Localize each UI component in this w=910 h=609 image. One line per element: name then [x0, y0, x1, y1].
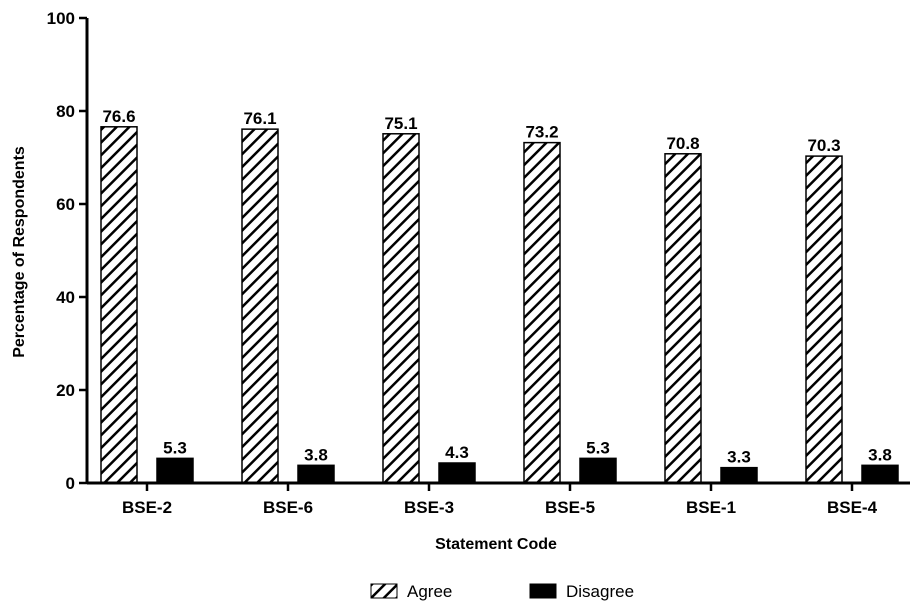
bar-disagree-bse-2 — [156, 457, 194, 484]
bar-disagree-bse-6 — [297, 464, 335, 484]
value-label-disagree-bse-2: 5.3 — [163, 438, 187, 457]
y-tick-label-100: 100 — [47, 9, 75, 28]
x-tick-label-bse-1: BSE-1 — [686, 498, 736, 517]
x-axis: BSE-2 BSE-6 BSE-3 BSE-5 BSE-1 BSE-4 — [87, 481, 910, 517]
x-tick-label-bse-4: BSE-4 — [827, 498, 878, 517]
value-label-disagree-bse-1: 3.3 — [727, 448, 751, 467]
y-tick-label-40: 40 — [56, 288, 75, 307]
bar-agree-bse-5 — [523, 141, 561, 484]
y-axis-title: Percentage of Respondents — [11, 146, 28, 358]
value-label-agree-bse-4: 70.3 — [807, 136, 840, 155]
value-label-agree-bse-1: 70.8 — [666, 134, 699, 153]
y-tick-label-0: 0 — [66, 474, 75, 493]
y-tick-label-80: 80 — [56, 102, 75, 121]
legend-label-agree: Agree — [407, 582, 452, 601]
x-axis-title: Statement Code — [435, 536, 557, 553]
legend-swatch-disagree — [529, 583, 557, 599]
legend-label-disagree: Disagree — [566, 582, 634, 601]
legend-swatch-agree — [370, 583, 398, 599]
y-tick-label-60: 60 — [56, 195, 75, 214]
x-tick-label-bse-6: BSE-6 — [263, 498, 313, 517]
bar-disagree-bse-1 — [720, 466, 758, 484]
bar-disagree-bse-5 — [579, 457, 617, 484]
bar-agree-bse-6 — [241, 128, 279, 484]
bar-agree-bse-4 — [805, 155, 843, 484]
bar-agree-bse-1 — [664, 153, 702, 484]
x-tick-label-bse-3: BSE-3 — [404, 498, 454, 517]
y-tick-label-20: 20 — [56, 381, 75, 400]
bar-agree-bse-2 — [100, 126, 138, 484]
bar-agree-bse-3 — [382, 133, 420, 484]
x-tick-label-bse-2: BSE-2 — [122, 498, 172, 517]
value-label-agree-bse-5: 73.2 — [525, 123, 558, 142]
x-tick-label-bse-5: BSE-5 — [545, 498, 595, 517]
value-label-agree-bse-6: 76.1 — [243, 109, 276, 128]
bar-disagree-bse-3 — [438, 462, 476, 484]
value-label-disagree-bse-5: 5.3 — [586, 438, 610, 457]
value-label-disagree-bse-3: 4.3 — [445, 443, 469, 462]
value-label-agree-bse-3: 75.1 — [384, 114, 417, 133]
bars-group — [100, 126, 899, 484]
value-label-agree-bse-2: 76.6 — [102, 107, 135, 126]
legend: Agree Disagree — [370, 582, 634, 601]
bar-disagree-bse-4 — [861, 464, 899, 484]
value-label-disagree-bse-6: 3.8 — [304, 445, 328, 464]
y-axis: 0 20 40 60 80 100 — [47, 9, 89, 493]
value-label-disagree-bse-4: 3.8 — [868, 445, 892, 464]
value-labels-group: 76.6 5.3 76.1 3.8 75.1 4.3 73.2 5.3 70.8 3.3 70.3 3… — [102, 107, 891, 467]
